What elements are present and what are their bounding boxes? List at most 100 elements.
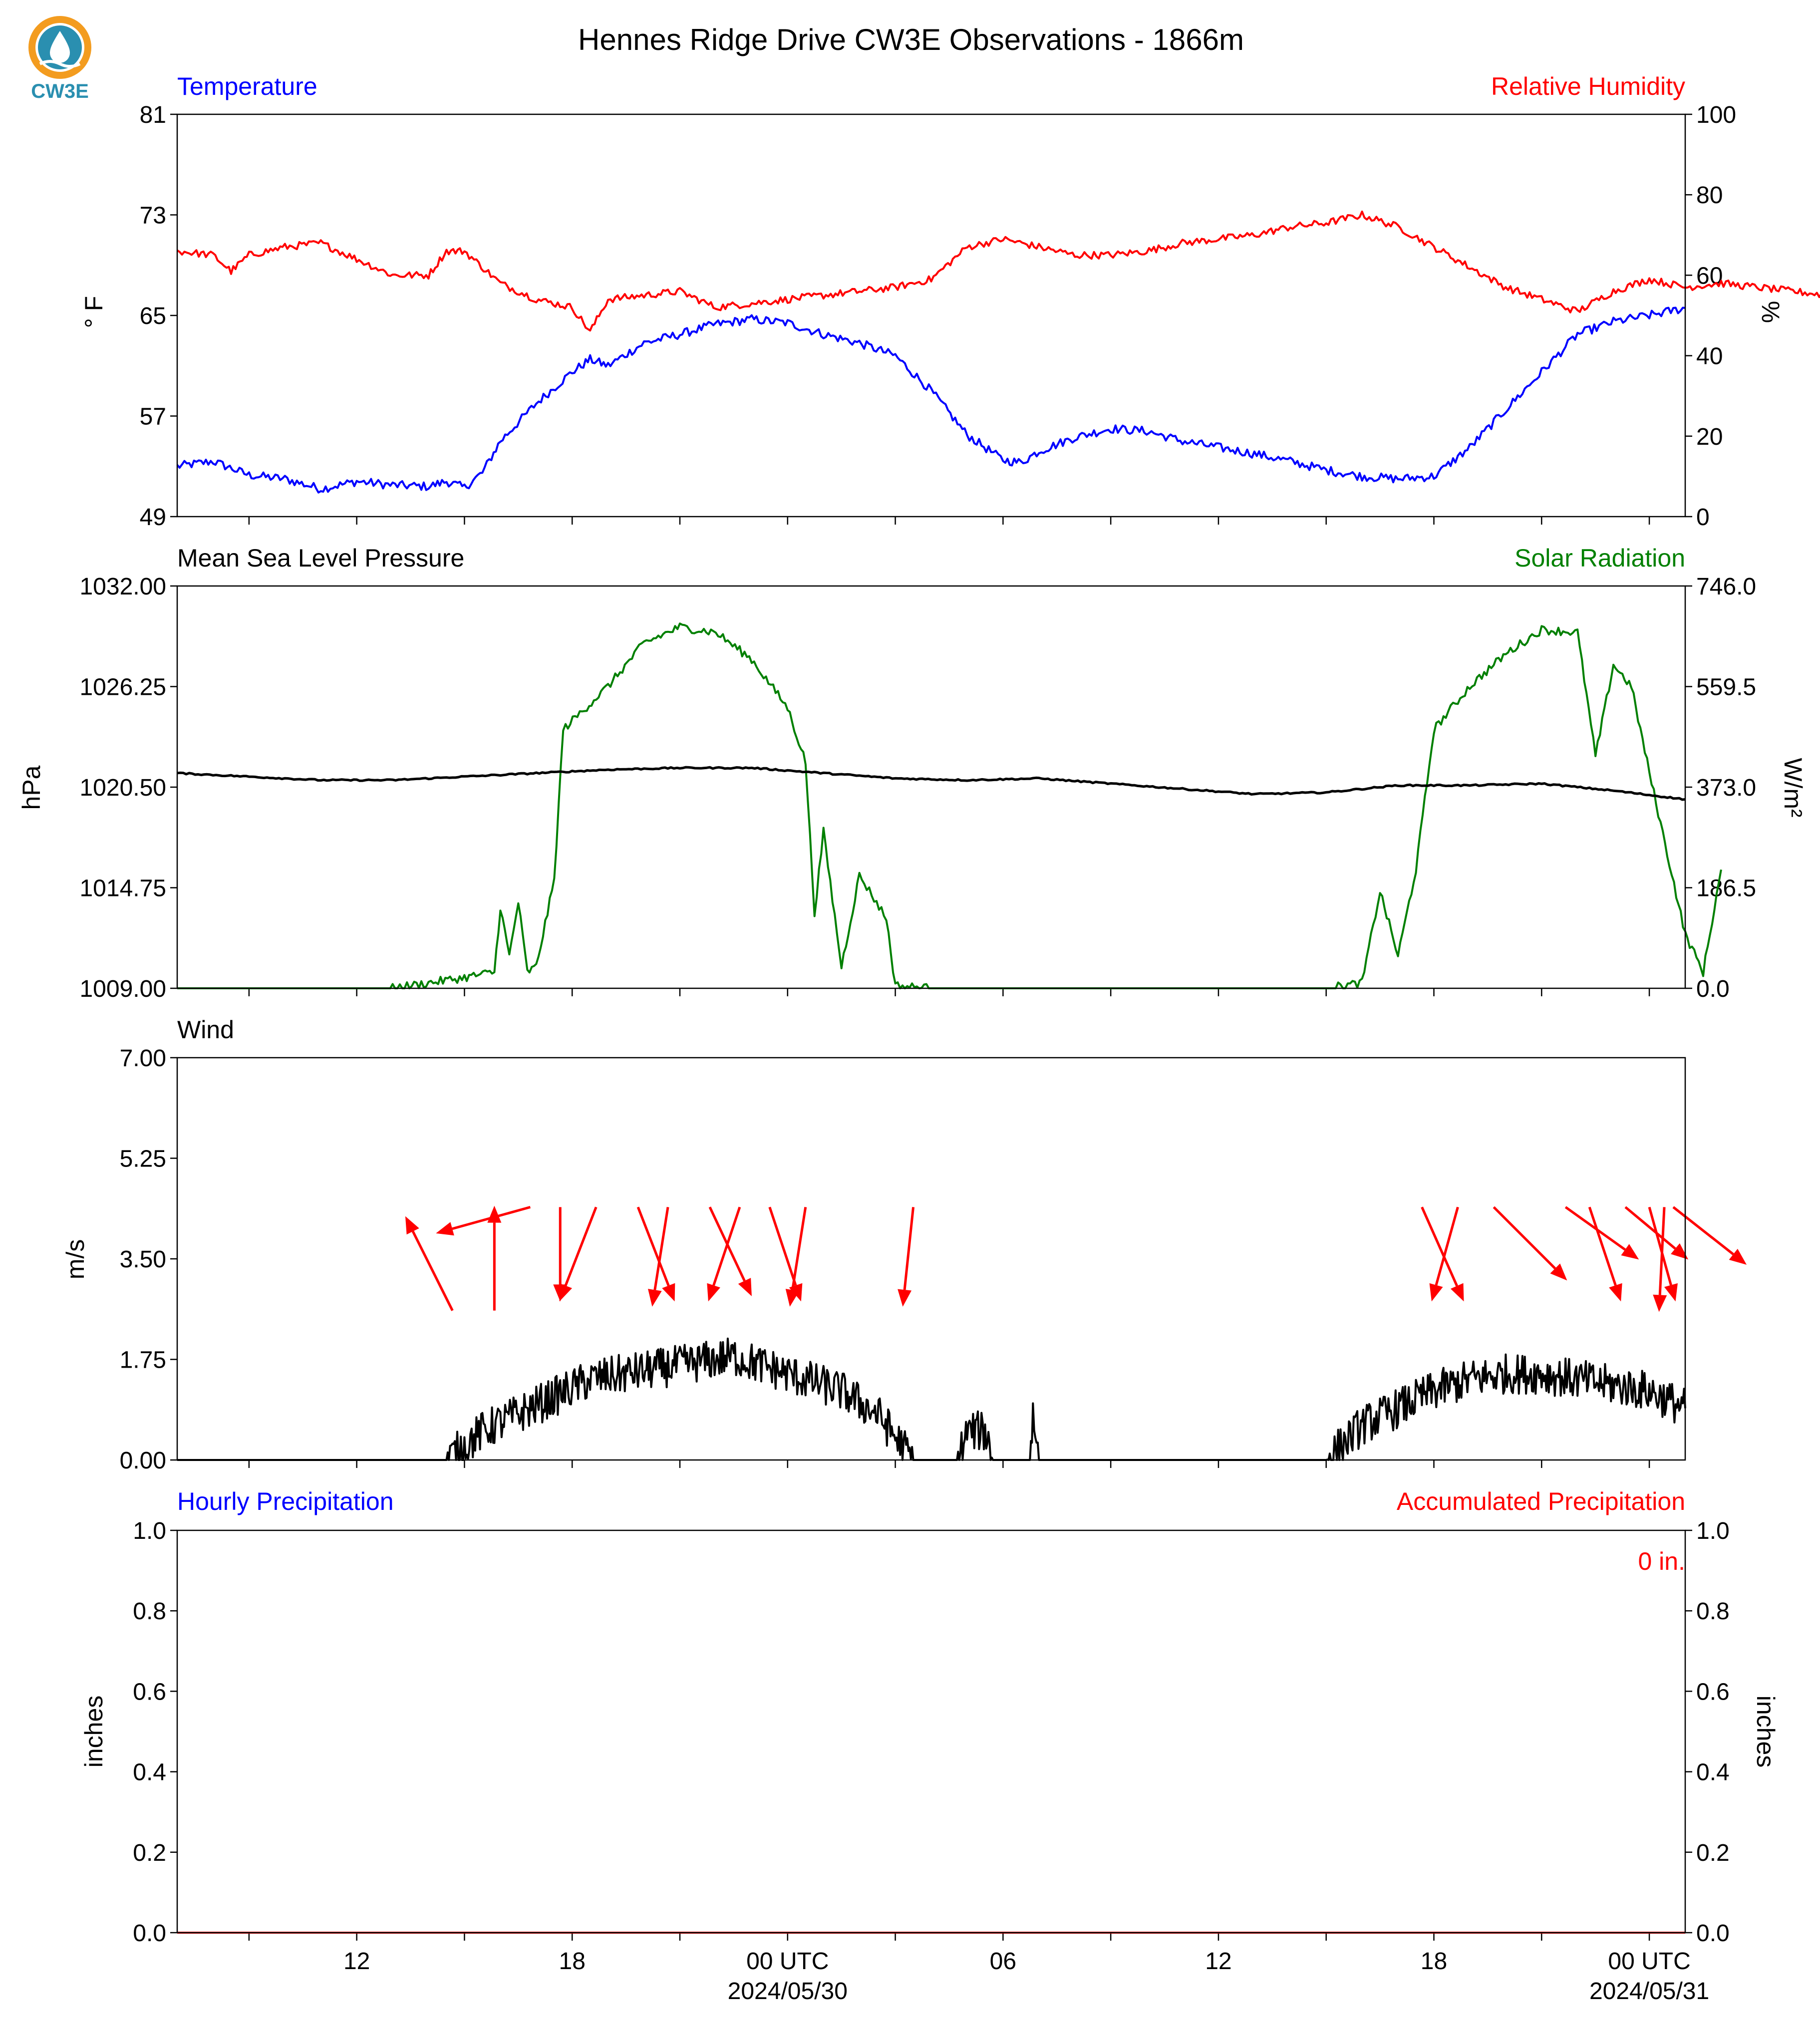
panel-frame [176,585,1686,989]
precip-axis-tick-label: 0.4 [133,1759,166,1786]
wind-arrow-shaft [712,1206,741,1286]
wind-arrow-shaft [1648,1206,1672,1286]
wind-arrow-head-icon [647,1289,662,1307]
precip-axis-label-right: inches [1752,1696,1780,1768]
wind-arrow-head-icon [1609,1283,1622,1302]
solar-title: Solar Radiation [1515,544,1685,572]
wind-arrow-shaft [903,1207,915,1290]
pressure-axis-tick-label: 1032.00 [79,574,166,600]
pressure-title: Mean Sea Level Pressure [177,544,464,572]
pressure-axis-label: hPa [17,765,45,810]
humidity-axis-tick-label: 40 [1696,343,1723,370]
wind-arrow-shaft [1588,1206,1617,1286]
precip-axis-tick-label: 1.0 [133,1518,166,1544]
wind-arrow-head-icon [707,1283,720,1302]
wind-arrow-head-icon [1429,1283,1443,1302]
wind-axis-tick-label: 1.75 [120,1347,166,1374]
wind-speed-line [177,1337,1686,1461]
x-date-label: 2024/05/30 [728,1978,848,2005]
temperature-axis-tick-label: 73 [140,203,166,229]
wind-arrow-head-icon [662,1283,675,1302]
wind-arrow-shaft [411,1230,454,1311]
humidity-axis-tick-label: 80 [1696,182,1723,209]
precip-axis-tick-label: 0.2 [133,1840,166,1866]
wind-arrow-head-icon [559,1283,573,1302]
logo-text: CW3E [31,80,89,102]
wind-arrow-head-icon [1729,1248,1747,1265]
accum-precip-title: Accumulated Precipitation [1397,1487,1685,1515]
wind-arrow-shaft [564,1206,598,1286]
precip-axis-right-tick-label: 1.0 [1696,1518,1730,1544]
wind-arrow-shaft [1435,1206,1459,1286]
precip-axis-tick-label: 0.6 [133,1679,166,1705]
pressure-line [177,766,1686,801]
humidity-axis-label: % [1757,301,1785,323]
x-tick-label: 06 [990,1948,1016,1975]
solar-axis-tick-label: 0.0 [1696,976,1730,1002]
x-date-label: 2024/05/31 [1589,1978,1709,2005]
wind-arrow-shaft [1658,1207,1666,1295]
precip-axis-tick-label: 0.8 [133,1598,166,1625]
wind-arrow-shaft [452,1205,531,1230]
cw3e-water-drop-logo-icon [50,31,70,63]
x-tick-label: 18 [559,1948,586,1975]
wind-arrow-head-icon [1671,1243,1689,1260]
panel-frame [176,1529,1686,1934]
wind-arrow-head-icon [1450,1283,1464,1302]
panel-pressure-solar: Mean Sea Level Pressure Solar Radiation … [17,544,1807,1002]
wind-arrow-head-icon [487,1205,502,1223]
wind-axis-tick-label: 3.50 [120,1246,166,1273]
cw3e-logo: CW3E [28,16,91,102]
temperature-axis-tick-label: 57 [140,404,166,430]
hourly-precip-title: Hourly Precipitation [177,1487,394,1515]
pressure-axis-tick-label: 1009.00 [79,976,166,1002]
wind-axis-label: m/s [61,1239,89,1280]
wind-arrow-head-icon [785,1289,800,1307]
panel-wind: Wind m/s 0.00 1.75 3.50 5.25 7.00 [61,1016,1747,1474]
wind-axis-tick-label: 5.25 [120,1146,166,1172]
panel-temperature-humidity: Temperature Relative Humidity ° F % 49 57… [80,72,1820,531]
wind-axis-tick-label: 0.00 [120,1448,166,1474]
humidity-axis-tick-label: 100 [1696,102,1736,128]
wind-arrow-shaft [1672,1206,1734,1255]
wind-arrow-head-icon [1653,1294,1667,1312]
temperature-line [176,306,1686,494]
solar-axis-tick-label: 373.0 [1696,775,1756,801]
wind-arrow-head-icon [1664,1283,1678,1302]
wind-arrow-head-icon [405,1216,419,1235]
wind-arrow-shaft [636,1206,670,1286]
precip-axis-right-tick-label: 0.6 [1696,1679,1730,1705]
wind-arrow-head-icon [436,1222,454,1236]
precip-axis-tick-label: 0.0 [133,1920,166,1947]
precip-axis-right-tick-label: 0.0 [1696,1920,1730,1947]
panel-precipitation: Hourly Precipitation Accumulated Precipi… [80,1487,1780,1947]
x-tick-label: 12 [1205,1948,1231,1975]
solar-axis-tick-label: 186.5 [1696,875,1756,902]
pressure-axis-tick-label: 1026.25 [79,674,166,701]
humidity-axis-tick-label: 20 [1696,424,1723,450]
pressure-axis-tick-label: 1020.50 [79,775,166,801]
humidity-line [176,210,1820,332]
panel-frame [176,113,1686,518]
wind-arrow-head-icon [1550,1263,1567,1281]
wind-arrow-shaft [1493,1206,1556,1270]
solar-axis-tick-label: 746.0 [1696,574,1756,600]
solar-axis-label: W/m² [1779,758,1807,817]
wind-arrow-shaft [1624,1206,1676,1250]
x-tick-label: 00 UTC [1608,1948,1690,1975]
x-tick-label: 00 UTC [746,1948,829,1975]
x-tick-label: 12 [343,1948,370,1975]
temperature-axis-tick-label: 65 [140,303,166,329]
humidity-title: Relative Humidity [1491,72,1685,100]
wind-arrow-shaft [1421,1206,1458,1287]
x-tick-label: 18 [1421,1948,1447,1975]
wind-arrow-shaft [653,1206,669,1290]
temperature-axis-label: ° F [80,296,108,328]
precip-axis-right-tick-label: 0.8 [1696,1598,1730,1625]
temperature-axis-tick-label: 49 [140,504,166,531]
precip-axis-right-tick-label: 0.2 [1696,1840,1730,1866]
pressure-axis-tick-label: 1014.75 [79,875,166,902]
precip-axis-label: inches [80,1696,108,1768]
wind-arrow-head-icon [1621,1244,1639,1260]
